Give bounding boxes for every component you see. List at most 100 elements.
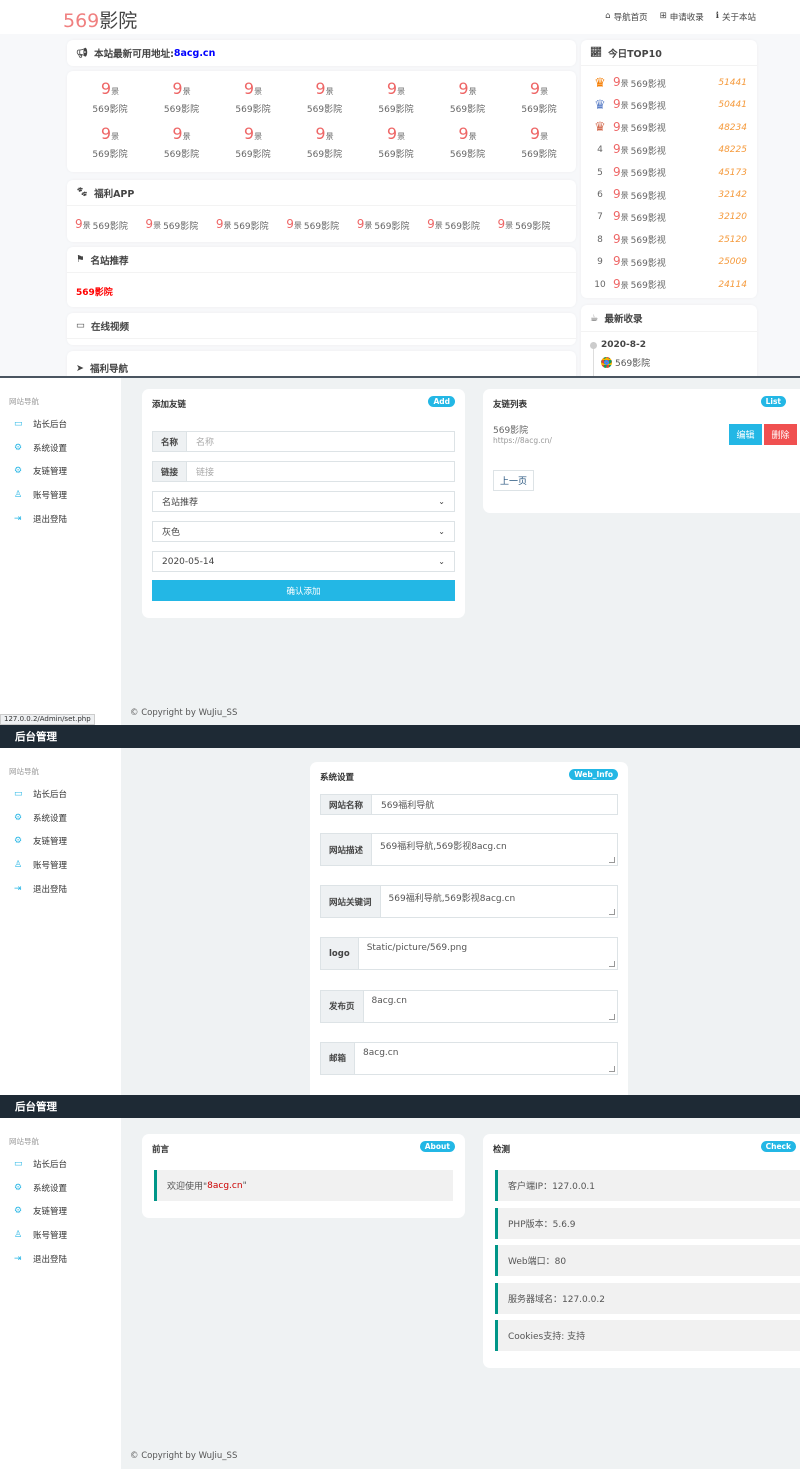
- site-logo-icon: 9景: [613, 164, 629, 179]
- site-grid-item[interactable]: 9景 569影院: [378, 124, 414, 161]
- app-item[interactable]: 9景 569影院: [286, 216, 356, 234]
- site-grid-item[interactable]: 9景 569影院: [521, 79, 557, 116]
- setting-input[interactable]: 569福利导航,569影视8acg.cn: [372, 834, 617, 865]
- visit-count: 25009: [718, 257, 747, 268]
- site-logo[interactable]: 569影院: [63, 10, 138, 32]
- nav-1[interactable]: ⊞ 申请收录: [659, 11, 704, 23]
- color-select[interactable]: 灰色 ⌄: [152, 521, 455, 542]
- site-logo-icon: 9景: [613, 119, 629, 134]
- site-grid-item[interactable]: 9景 569影院: [306, 124, 343, 161]
- sidebar-item-2[interactable]: ⚙ 友链管理: [14, 466, 68, 478]
- setting-field[interactable]: 网站描述 569福利导航,569影视8acg.cn: [320, 833, 618, 866]
- site-logo-icon: 9景: [613, 209, 629, 224]
- site-logo-icon: 9景: [497, 217, 514, 231]
- site-grid-item[interactable]: 9景 569影院: [449, 79, 486, 116]
- setting-input[interactable]: 8acg.cn: [364, 991, 617, 1022]
- top10-row[interactable]: 6 9景 569影视 32142: [591, 185, 747, 205]
- link-url[interactable]: https://8acg.cn/: [493, 436, 552, 445]
- link-list-card: 友链列表 List 569影院 https://8acg.cn/ 编辑 删除 上…: [483, 389, 800, 513]
- sidebar-item-3[interactable]: ♙ 账号管理: [14, 490, 68, 502]
- sidebar-item-1[interactable]: ⚙ 系统设置: [14, 1182, 68, 1194]
- site-logo-icon: 9景: [386, 124, 406, 143]
- category-select[interactable]: 名站推荐 ⌄: [152, 491, 455, 512]
- site-logo-icon: 9景: [215, 217, 232, 231]
- name-input[interactable]: 名称: [196, 438, 215, 448]
- admin-links-page: 网站导航 ▭ 站长后台 ⚙ 系统设置 ⚙ 友链管理 ♙ 账号管理 ⇥ 退出登陆 添加友链 Add 名…: [0, 376, 800, 725]
- sidebar-item-4[interactable]: ⇥ 退出登陆: [14, 883, 68, 895]
- date-select[interactable]: 2020-05-14 ⌄: [152, 551, 455, 572]
- setting-field[interactable]: 邮箱 8acg.cn: [320, 1041, 618, 1075]
- confirm-add-button[interactable]: 确认添加: [152, 580, 455, 601]
- site-logo-icon: 9景: [613, 231, 629, 246]
- top10-row[interactable]: 4 9景 569影视 48225: [591, 140, 747, 160]
- top10-row[interactable]: ♛ 9景 569影视 50441: [591, 95, 747, 115]
- sidebar-item-2[interactable]: ⚙ 友链管理: [14, 836, 68, 848]
- setting-field[interactable]: 网站名称 569福利导航: [320, 794, 618, 815]
- site-grid-item[interactable]: 9景 569影院: [521, 124, 557, 161]
- app-item[interactable]: 9景 569影院: [75, 216, 145, 234]
- site-grid-item[interactable]: 9景 569影院: [92, 124, 128, 161]
- sidebar-item-3[interactable]: ♙ 账号管理: [14, 1230, 68, 1242]
- top10-row[interactable]: ♛ 9景 569影视 48234: [591, 118, 747, 138]
- setting-field[interactable]: logo Static/picture/569.png: [320, 937, 618, 971]
- sidebar: 网站导航 ▭ 站长后台 ⚙ 系统设置 ⚙ 友链管理 ♙ 账号管理 ⇥ 退出登陆: [0, 748, 121, 1095]
- card-title: 友链列表: [493, 400, 528, 410]
- edit-button[interactable]: 编辑: [729, 424, 762, 445]
- plus-square-icon: ⊞: [659, 11, 667, 21]
- top10-row[interactable]: ♛ 9景 569影视 51441: [591, 73, 747, 93]
- nav-2[interactable]: ℹ 关于本站: [715, 11, 756, 23]
- link-input[interactable]: 链接: [196, 468, 215, 478]
- logout-icon: ⇥: [14, 513, 22, 524]
- top10-row[interactable]: 10 9景 569影视 24114: [591, 275, 747, 295]
- chevron-down-icon: ⌄: [438, 557, 445, 566]
- site-grid-item[interactable]: 9景 569影院: [235, 79, 271, 116]
- site-grid-item[interactable]: 9景 569影院: [449, 124, 486, 161]
- nav-0[interactable]: ⌂ 导航首页: [605, 11, 648, 23]
- site-grid-item[interactable]: 9景 569影院: [306, 79, 343, 116]
- notice-link[interactable]: 8acg.cn: [173, 47, 216, 59]
- sidebar-item-1[interactable]: ⚙ 系统设置: [14, 812, 68, 824]
- site-grid-item[interactable]: 9景 569影院: [378, 79, 414, 116]
- sidebar-item-4[interactable]: ⇥ 退出登陆: [14, 513, 68, 525]
- latest-item[interactable]: 569影院: [601, 356, 650, 369]
- app-item[interactable]: 9景 569影院: [427, 216, 497, 234]
- prev-page-button[interactable]: 上一页: [493, 470, 534, 491]
- site-grid-item[interactable]: 9景 569影院: [92, 79, 128, 116]
- top10-row[interactable]: 9 9景 569影视 25009: [591, 252, 747, 272]
- setting-input[interactable]: Static/picture/569.png: [359, 938, 617, 969]
- setting-input[interactable]: 8acg.cn: [355, 1043, 617, 1074]
- setting-input[interactable]: 569福利导航: [381, 801, 435, 811]
- app-item[interactable]: 9景 569影院: [357, 216, 427, 234]
- setting-field[interactable]: 发布页 8acg.cn: [320, 989, 618, 1023]
- setting-input[interactable]: 569福利导航,569影视8acg.cn: [381, 886, 617, 917]
- setting-field[interactable]: 网站关键词 569福利导航,569影视8acg.cn: [320, 885, 618, 919]
- visit-count: 25120: [718, 234, 747, 245]
- site-grid-item[interactable]: 9景 569影院: [235, 124, 271, 161]
- sidebar-item-1[interactable]: ⚙ 系统设置: [14, 442, 68, 454]
- top10-row[interactable]: 5 9景 569影视 45173: [591, 163, 747, 183]
- home-icon: ⌂: [605, 11, 611, 21]
- sidebar-item-4[interactable]: ⇥ 退出登陆: [14, 1253, 68, 1265]
- site-grid-item[interactable]: 9景 569影院: [163, 79, 200, 116]
- famous-card: ⚑ 名站推荐 569影院: [67, 247, 576, 307]
- link-field[interactable]: 链接 链接: [152, 461, 455, 482]
- delete-button[interactable]: 删除: [764, 424, 797, 445]
- famous-link[interactable]: 569影院: [76, 288, 113, 298]
- admin-settings-page: 后台管理 网站导航 ▭ 站长后台 ⚙ 系统设置 ⚙ 友链管理 ♙ 账号管理 ⇥ 退出登陆 系统设置 …: [0, 725, 800, 1095]
- app-item[interactable]: 9景 569影院: [216, 216, 286, 234]
- sidebar-item-0[interactable]: ▭ 站长后台: [14, 1159, 68, 1170]
- app-item[interactable]: 9景 569影院: [498, 216, 568, 234]
- app-item[interactable]: 9景 569影院: [145, 216, 215, 234]
- sidebar-item-0[interactable]: ▭ 站长后台: [14, 419, 68, 430]
- site-grid-item[interactable]: 9景 569影院: [163, 124, 200, 161]
- chevron-down-icon: ⌄: [438, 497, 445, 506]
- name-field[interactable]: 名称 名称: [152, 431, 455, 452]
- site-logo-icon: 9景: [145, 217, 162, 231]
- rank-number: 7: [597, 212, 603, 223]
- top10-row[interactable]: 7 9景 569影视 32120: [591, 207, 747, 227]
- sidebar-item-0[interactable]: ▭ 站长后台: [14, 789, 68, 800]
- sidebar-item-2[interactable]: ⚙ 友链管理: [14, 1206, 68, 1218]
- top10-row[interactable]: 8 9景 569影视 25120: [591, 230, 747, 250]
- monitor-icon: ▭: [76, 320, 85, 331]
- sidebar-item-3[interactable]: ♙ 账号管理: [14, 860, 68, 872]
